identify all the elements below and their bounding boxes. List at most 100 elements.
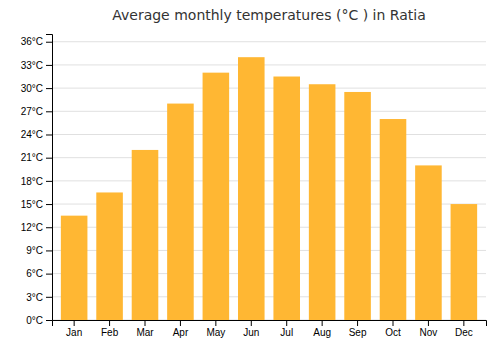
grid-line xyxy=(52,64,486,65)
grid-line xyxy=(52,41,486,42)
bar xyxy=(380,119,407,320)
x-tick-mark xyxy=(322,320,323,326)
x-tick-mark xyxy=(286,320,287,326)
bar xyxy=(203,73,230,320)
y-tick: 36°C xyxy=(21,36,52,47)
y-axis: 0°C 3°C 6°C 9°C 12°C 15°C 18°C 21°C 24°C 27°C 30°C… xyxy=(21,35,53,326)
grid xyxy=(52,42,486,320)
y-tick: 6°C xyxy=(26,268,52,279)
x-tick: Sep xyxy=(349,320,367,338)
grid-line xyxy=(52,157,486,158)
y-tick-label: 9°C xyxy=(26,245,43,256)
bar xyxy=(167,104,194,320)
bar xyxy=(309,84,336,320)
x-axis-line xyxy=(53,321,487,327)
x-tick-label: Feb xyxy=(101,327,119,338)
bar xyxy=(415,165,442,320)
x-tick: Jan xyxy=(66,320,82,338)
x-tick-mark xyxy=(393,320,394,326)
y-tick-label: 12°C xyxy=(21,222,43,233)
x-tick-label: Jul xyxy=(280,327,293,338)
y-tick-mark xyxy=(46,274,52,275)
y-tick-mark xyxy=(46,158,52,159)
y-tick-label: 27°C xyxy=(21,106,43,117)
x-tick: May xyxy=(206,320,225,338)
bar xyxy=(451,204,478,320)
y-tick-label: 36°C xyxy=(21,36,43,47)
y-tick: 0°C xyxy=(26,315,52,326)
chart: 0°C 3°C 6°C 9°C 12°C 15°C 18°C 21°C 24°C 27°C 30°C… xyxy=(0,0,500,350)
grid-line xyxy=(52,88,486,89)
bar xyxy=(344,92,371,320)
x-tick-label: Apr xyxy=(173,327,189,338)
y-tick: 30°C xyxy=(21,83,52,94)
x-tick-label: Aug xyxy=(313,327,331,338)
x-tick-label: Jan xyxy=(66,327,82,338)
y-tick-mark xyxy=(46,111,52,112)
bar xyxy=(61,216,88,320)
y-tick-mark xyxy=(46,297,52,298)
bar xyxy=(132,150,159,320)
y-tick-label: 6°C xyxy=(26,268,43,279)
x-tick-mark xyxy=(145,320,146,326)
x-axis: Jan Feb Mar Apr May Jun Jul Aug Sep Oct Nov Dec xyxy=(53,320,487,338)
title: Average monthly temperatures (°C ) in Ra… xyxy=(112,7,426,23)
x-tick-mark xyxy=(428,320,429,326)
x-tick-mark xyxy=(74,320,75,326)
y-tick-mark xyxy=(46,204,52,205)
y-tick-mark xyxy=(46,65,52,66)
grid-line xyxy=(52,134,486,135)
y-tick-label: 3°C xyxy=(26,292,43,303)
plot: 0°C 3°C 6°C 9°C 12°C 15°C 18°C 21°C 24°C 27°C 30°C… xyxy=(21,35,487,339)
bar xyxy=(96,192,123,320)
x-tick-label: Jun xyxy=(243,327,259,338)
x-tick: Jul xyxy=(280,320,293,338)
y-tick: 12°C xyxy=(21,222,52,233)
x-tick-mark xyxy=(215,320,216,326)
y-tick-mark xyxy=(46,42,52,43)
x-tick-mark xyxy=(357,320,358,326)
y-tick-label: 30°C xyxy=(21,83,43,94)
bar xyxy=(273,77,300,320)
y-tick-label: 24°C xyxy=(21,129,43,140)
x-tick-mark xyxy=(180,320,181,326)
x-tick: Nov xyxy=(420,320,438,338)
y-tick-label: 0°C xyxy=(26,315,43,326)
x-tick: Feb xyxy=(101,320,119,338)
y-tick: 33°C xyxy=(21,60,52,71)
y-tick-mark xyxy=(46,181,52,182)
y-tick-label: 15°C xyxy=(21,199,43,210)
bars xyxy=(61,57,477,320)
x-tick-mark xyxy=(251,320,252,326)
x-tick: Mar xyxy=(136,320,154,338)
x-tick: Apr xyxy=(173,320,189,338)
y-tick-label: 33°C xyxy=(21,60,43,71)
y-tick-mark xyxy=(46,250,52,251)
y-tick: 18°C xyxy=(21,176,52,187)
y-tick-mark xyxy=(46,227,52,228)
x-tick: Jun xyxy=(243,320,259,338)
grid-line xyxy=(52,111,486,112)
x-tick-label: Oct xyxy=(385,327,401,338)
y-tick-label: 21°C xyxy=(21,152,43,163)
x-tick-mark xyxy=(463,320,464,326)
x-tick-label: May xyxy=(206,327,225,338)
x-tick-label: Nov xyxy=(420,327,438,338)
x-tick-label: Mar xyxy=(136,327,154,338)
y-tick-mark xyxy=(46,320,52,321)
x-tick-label: Dec xyxy=(455,327,473,338)
bar xyxy=(238,57,265,320)
y-tick: 3°C xyxy=(26,292,52,303)
x-tick: Aug xyxy=(313,320,331,338)
y-axis-line xyxy=(46,35,53,321)
x-tick: Dec xyxy=(455,320,473,338)
x-tick-mark xyxy=(109,320,110,326)
y-tick: 21°C xyxy=(21,152,52,163)
x-tick: Oct xyxy=(385,320,401,338)
y-tick-mark xyxy=(46,88,52,89)
y-tick-mark xyxy=(46,134,52,135)
x-tick-label: Sep xyxy=(349,327,367,338)
y-tick: 9°C xyxy=(26,245,52,256)
y-tick: 24°C xyxy=(21,129,52,140)
y-tick: 15°C xyxy=(21,199,52,210)
